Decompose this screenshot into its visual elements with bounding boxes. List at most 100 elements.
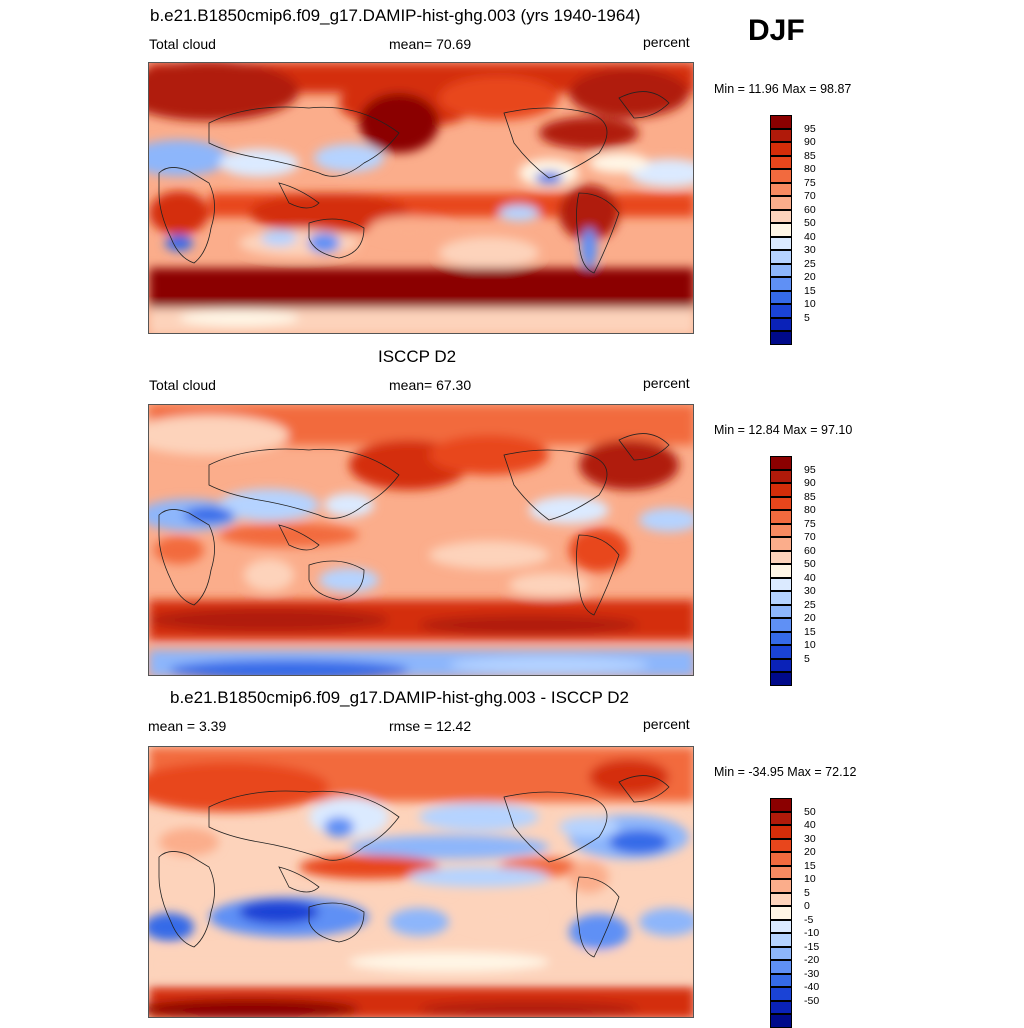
colorbar-swatch	[770, 645, 792, 659]
colorbar-label: 5	[804, 652, 810, 665]
colorbar-label: 80	[804, 504, 816, 516]
colorbar-label: 10	[804, 639, 816, 651]
colorbar-swatch	[770, 852, 792, 866]
min-max-label: Min = 12.84 Max = 97.10	[714, 423, 853, 437]
colorbar-label: 30	[804, 832, 816, 845]
colorbar-label: -30	[804, 967, 820, 980]
min-max-label: Min = -34.95 Max = 72.12	[714, 765, 857, 779]
colorbar-swatch	[770, 1000, 792, 1015]
colorbar-swatch	[770, 469, 792, 484]
colorbar-swatch	[770, 564, 792, 578]
colorbar-label: 0	[804, 900, 810, 912]
colorbar-swatch	[770, 115, 792, 129]
colorbar-swatch	[770, 631, 792, 646]
colorbar-swatch	[770, 317, 792, 332]
colorbar-label: 30	[804, 244, 816, 256]
colorbar-label: 70	[804, 190, 816, 202]
colorbar-swatch	[770, 537, 792, 551]
colorbar-swatch	[770, 483, 792, 497]
colorbar-label: 95	[804, 463, 816, 476]
colorbar-swatch	[770, 591, 792, 605]
colorbar-swatch	[770, 825, 792, 839]
colorbar-label: 20	[804, 271, 816, 283]
colorbar-swatch	[770, 672, 792, 686]
colorbar-label: 40	[804, 819, 816, 831]
colorbar-label: 15	[804, 859, 816, 872]
season-label: DJF	[748, 14, 805, 47]
colorbar-swatch	[770, 142, 792, 156]
colorbar-swatch	[770, 987, 792, 1001]
colorbar-swatch	[770, 577, 792, 592]
colorbar-label: -50	[804, 994, 820, 1007]
colorbar-label: -10	[804, 927, 820, 939]
colorbar-label: 15	[804, 625, 816, 638]
colorbar-label: 80	[804, 163, 816, 175]
colorbar-swatch	[770, 798, 792, 812]
colorbar-label: 30	[804, 585, 816, 597]
colorbar-label: 90	[804, 477, 816, 489]
colorbar-swatch	[770, 946, 792, 961]
units-label: percent	[643, 716, 690, 732]
colorbar-swatch	[770, 236, 792, 251]
panel-title: b.e21.B1850cmip6.f09_g17.DAMIP-hist-ghg.…	[170, 688, 629, 707]
colorbar-swatch	[770, 811, 792, 826]
colorbar-label: 20	[804, 612, 816, 624]
rmse-label: rmse = 12.42	[389, 718, 472, 734]
colorbar-swatch	[770, 604, 792, 619]
colorbar: 95 90 85 80 75 70 60 50 40 30 25 20 15 1…	[770, 456, 816, 686]
colorbar-swatch	[770, 933, 792, 947]
colorbar-label: 85	[804, 149, 816, 162]
variable-label: Total cloud	[149, 377, 216, 393]
cloud-field	[149, 405, 693, 675]
colorbar-swatch	[770, 523, 792, 538]
colorbar-swatch	[770, 879, 792, 893]
panel-title: ISCCP D2	[378, 347, 457, 366]
colorbar-swatch	[770, 223, 792, 237]
colorbar-swatch	[770, 182, 792, 197]
colorbar-label: 60	[804, 203, 816, 216]
colorbar-label: 75	[804, 176, 816, 189]
colorbar-label: 20	[804, 846, 816, 858]
colorbar-label: 5	[804, 886, 810, 899]
colorbar-swatch	[770, 263, 792, 278]
colorbar-swatch	[770, 906, 792, 920]
colorbar: 50 40 30 20 15 10 5 0 -5 -10 -15 -20 -30…	[770, 798, 819, 1028]
colorbar-label: 95	[804, 122, 816, 135]
variable-label: Total cloud	[149, 36, 216, 52]
colorbar-swatch	[770, 250, 792, 264]
colorbar-label: -20	[804, 954, 820, 966]
colorbar-swatch	[770, 277, 792, 291]
cloud-difference-field	[149, 747, 693, 1017]
colorbar-swatch	[770, 960, 792, 974]
colorbar: 95 90 85 80 75 70 60 50 40 30 25 20 15 1…	[770, 115, 816, 345]
colorbar-label: 5	[804, 311, 810, 324]
mean-label: mean = 3.39	[148, 718, 227, 734]
colorbar-label: 25	[804, 598, 816, 611]
colorbar-swatch	[770, 128, 792, 143]
colorbar-label: 85	[804, 490, 816, 503]
colorbar-label: 90	[804, 136, 816, 148]
colorbar-label: 60	[804, 544, 816, 557]
colorbar-swatch	[770, 510, 792, 524]
min-max-label: Min = 11.96 Max = 98.87	[714, 82, 852, 96]
colorbar-swatch	[770, 290, 792, 305]
mean-label: mean= 70.69	[389, 36, 472, 52]
colorbar-label: -5	[804, 913, 814, 926]
colorbar-label: 10	[804, 873, 816, 885]
colorbar-label: 40	[804, 230, 816, 243]
colorbar-swatch	[770, 1014, 792, 1028]
colorbar-swatch	[770, 838, 792, 853]
colorbar-label: 10	[804, 298, 816, 310]
colorbar-label: -40	[804, 981, 820, 993]
colorbar-label: 15	[804, 284, 816, 297]
colorbar-swatch	[770, 618, 792, 632]
units-label: percent	[643, 375, 690, 391]
colorbar-label: 50	[804, 558, 816, 570]
cloud-map	[148, 404, 694, 676]
colorbar-swatch	[770, 331, 792, 345]
colorbar-label: 50	[804, 217, 816, 229]
cloud-field	[149, 63, 693, 333]
panel-title: b.e21.B1850cmip6.f09_g17.DAMIP-hist-ghg.…	[150, 6, 641, 25]
colorbar-label: 25	[804, 257, 816, 270]
cloud-difference-map	[148, 746, 694, 1018]
